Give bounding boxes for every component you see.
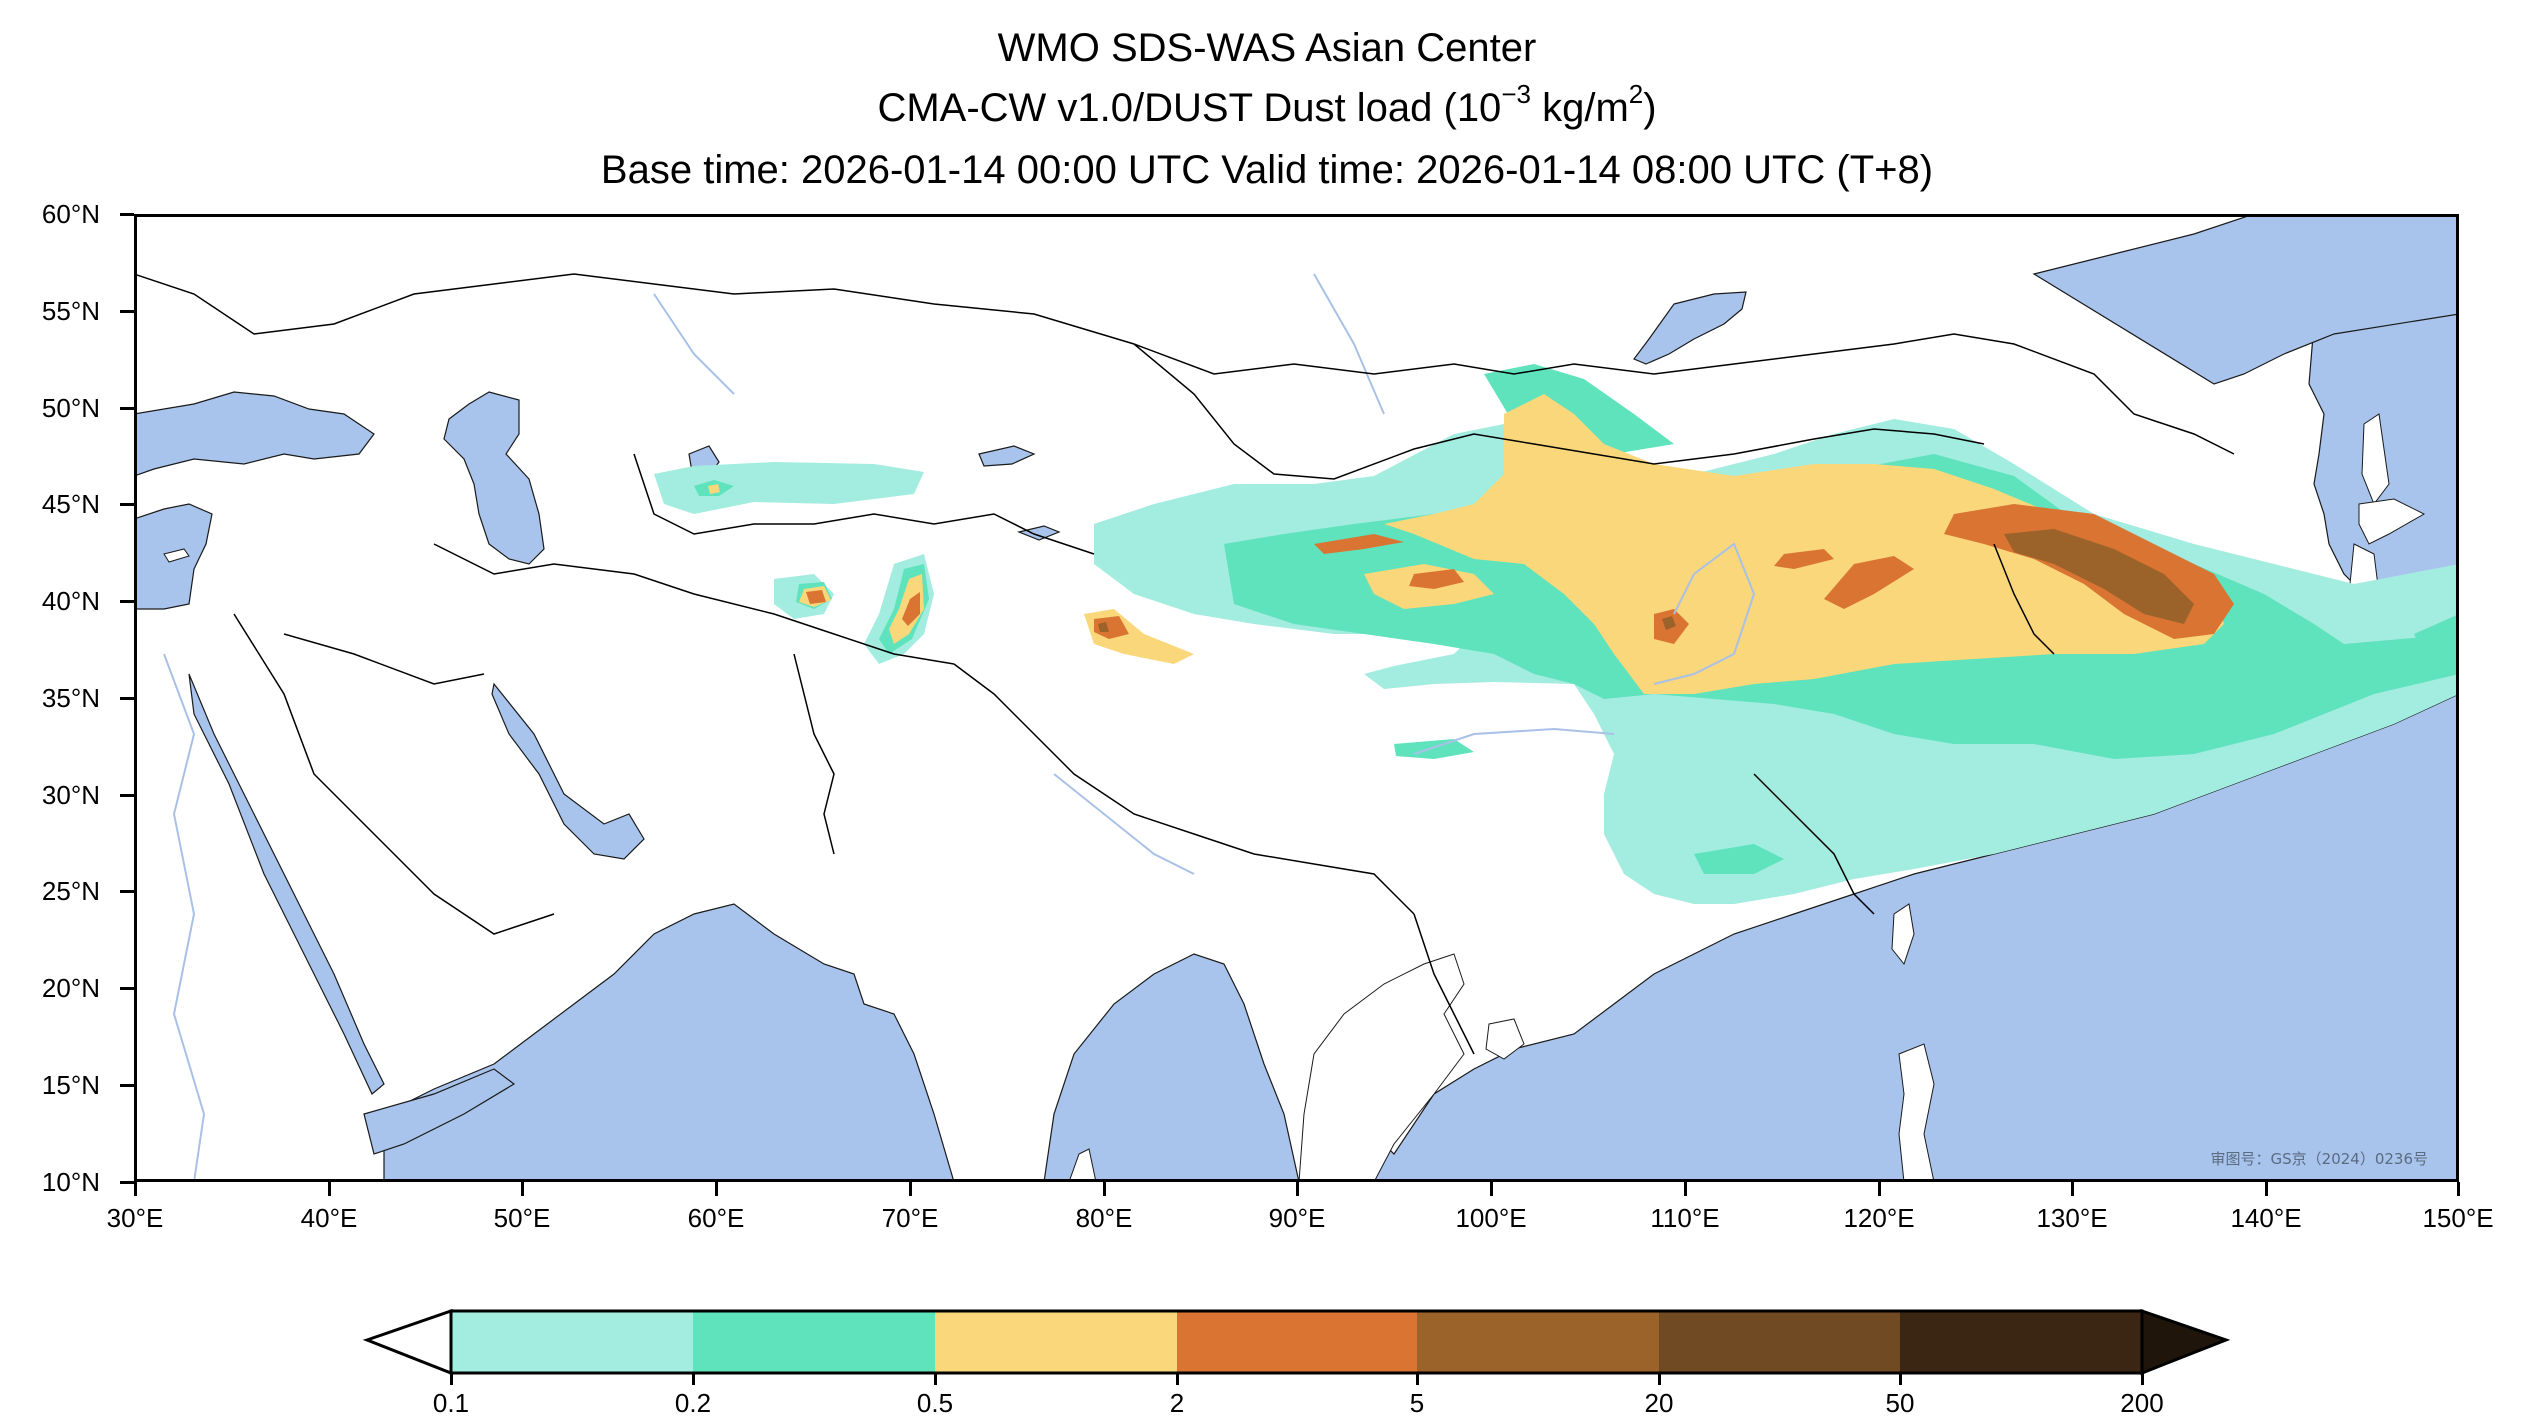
y-tick: [120, 1181, 134, 1184]
title-line-2: CMA-CW v1.0/DUST Dust load (10−3 kg/m2): [0, 81, 2534, 132]
y-label: 30°N: [41, 780, 100, 810]
title-exponent: −3: [1501, 79, 1531, 109]
x-tick: [2265, 1182, 2268, 1196]
x-label: 150°E: [2422, 1203, 2494, 1233]
y-tick: [120, 794, 134, 797]
colorbar-under-arrow: [362, 1308, 453, 1376]
colorbar-segment-2: [693, 1311, 935, 1373]
y-tick: [120, 213, 134, 216]
x-tick: [521, 1182, 524, 1196]
x-label: 130°E: [2036, 1203, 2108, 1233]
colorbar-label: 0.1: [432, 1388, 470, 1418]
colorbar-tick: [1416, 1373, 1419, 1385]
y-label: 15°N: [41, 1070, 100, 1100]
colorbar-segment-3: [935, 1311, 1177, 1373]
colorbar-tick: [1176, 1373, 1179, 1385]
x-tick: [2457, 1182, 2460, 1196]
colorbar-frame: [449, 1309, 2144, 1375]
y-tick: [120, 503, 134, 506]
x-label: 90°E: [1268, 1203, 1326, 1233]
colorbar-label: 2: [1169, 1388, 1185, 1418]
colorbar-segment-1: [451, 1311, 693, 1373]
x-tick: [134, 1182, 137, 1196]
x-label: 30°E: [106, 1203, 164, 1233]
y-label: 50°N: [41, 393, 100, 423]
x-label: 140°E: [2230, 1203, 2302, 1233]
y-tick: [120, 890, 134, 893]
y-tick: [120, 987, 134, 990]
x-label: 40°E: [300, 1203, 358, 1233]
x-label: 80°E: [1075, 1203, 1133, 1233]
title-units-exponent: 2: [1628, 79, 1644, 109]
y-label: 60°N: [41, 199, 100, 229]
colorbar-segment-5: [1417, 1311, 1659, 1373]
title-line-3-times: Base time: 2026-01-14 00:00 UTC Valid ti…: [600, 148, 1934, 192]
y-tick: [120, 310, 134, 313]
x-tick: [715, 1182, 718, 1196]
dust-load-map: [137, 217, 2456, 1179]
x-label: 100°E: [1455, 1203, 1527, 1233]
colorbar-tick: [1658, 1373, 1661, 1385]
colorbar-label: 0.5: [916, 1388, 954, 1418]
colorbar-label: 200: [2120, 1388, 2164, 1418]
rivers-layer: [163, 273, 1756, 1179]
title-units: kg/m: [1530, 86, 1629, 130]
x-tick: [1684, 1182, 1687, 1196]
x-tick: [328, 1182, 331, 1196]
x-label: 60°E: [687, 1203, 745, 1233]
colorbar-tick: [692, 1373, 695, 1385]
y-tick: [120, 600, 134, 603]
colorbar-segment-6: [1659, 1311, 1900, 1373]
y-label: 35°N: [41, 683, 100, 713]
colorbar-tick: [1899, 1373, 1902, 1385]
y-label: 55°N: [41, 296, 100, 326]
y-label: 10°N: [41, 1167, 100, 1197]
colorbar-label: 0.2: [674, 1388, 712, 1418]
colorbar-segment-7: [1900, 1311, 2142, 1373]
x-tick: [909, 1182, 912, 1196]
x-tick: [1296, 1182, 1299, 1196]
y-label: 20°N: [41, 973, 100, 1003]
colorbar-over-arrow: [2140, 1308, 2231, 1376]
y-tick: [120, 697, 134, 700]
colorbar-tick: [450, 1373, 453, 1385]
colorbar-label: 20: [1644, 1388, 1674, 1418]
y-tick: [120, 1084, 134, 1087]
title-variable: CMA-CW v1.0/DUST Dust load (10: [877, 86, 1502, 130]
y-label: 40°N: [41, 586, 100, 616]
title-line-1: WMO SDS-WAS Asian Center: [997, 26, 1537, 70]
y-tick: [120, 407, 134, 410]
y-label: 45°N: [41, 489, 100, 519]
x-tick: [2071, 1182, 2074, 1196]
borders-layer: [137, 273, 2235, 1055]
x-label: 120°E: [1843, 1203, 1915, 1233]
colorbar-label: 50: [1885, 1388, 1915, 1418]
x-tick: [1103, 1182, 1106, 1196]
map-plot-area: 审图号：GS京（2024）0236号: [134, 214, 2459, 1182]
colorbar-tick: [2141, 1373, 2144, 1385]
x-label: 110°E: [1650, 1203, 1720, 1233]
x-label: 70°E: [881, 1203, 939, 1233]
colorbar: [362, 1308, 2231, 1376]
colorbar-segment-4: [1177, 1311, 1417, 1373]
x-tick: [1490, 1182, 1493, 1196]
x-label: 50°E: [493, 1203, 551, 1233]
y-label: 25°N: [41, 876, 100, 906]
map-approval-watermark: 审图号：GS京（2024）0236号: [2210, 1150, 2429, 1168]
dust-contours: [654, 364, 2456, 904]
title-close-paren: ): [1643, 86, 1657, 130]
x-tick: [1878, 1182, 1881, 1196]
colorbar-label: 5: [1409, 1388, 1425, 1418]
colorbar-tick: [934, 1373, 937, 1385]
